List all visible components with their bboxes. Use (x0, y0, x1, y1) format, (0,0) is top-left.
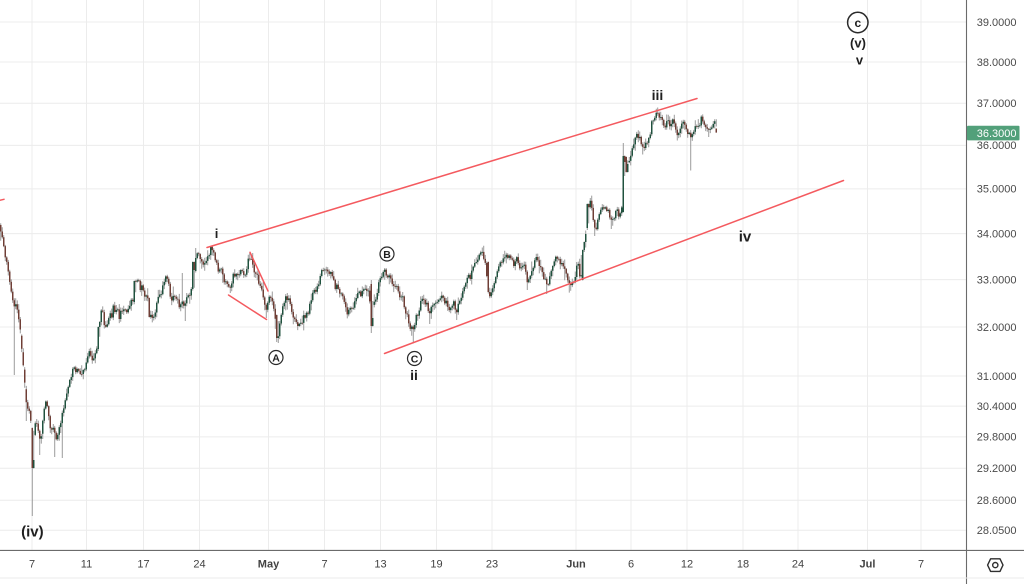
svg-text:23: 23 (486, 559, 498, 571)
svg-text:6: 6 (628, 559, 634, 571)
svg-text:34.0000: 34.0000 (977, 228, 1017, 240)
svg-text:iii: iii (652, 87, 664, 103)
svg-text:36.0000: 36.0000 (977, 140, 1017, 152)
svg-text:B: B (383, 249, 391, 261)
svg-text:17: 17 (137, 559, 149, 571)
svg-text:A: A (272, 353, 280, 365)
svg-text:35.0000: 35.0000 (977, 184, 1017, 196)
svg-text:19: 19 (430, 559, 442, 571)
svg-text:38.0000: 38.0000 (977, 57, 1017, 69)
svg-text:ii: ii (410, 367, 418, 383)
svg-text:31.0000: 31.0000 (977, 371, 1017, 383)
svg-text:33.0000: 33.0000 (977, 274, 1017, 286)
svg-text:32.0000: 32.0000 (977, 322, 1017, 334)
svg-text:7: 7 (29, 559, 35, 571)
svg-text:29.8000: 29.8000 (977, 432, 1017, 444)
svg-text:13: 13 (374, 559, 386, 571)
svg-text:39.0000: 39.0000 (977, 17, 1017, 29)
svg-text:C: C (411, 354, 419, 366)
svg-text:c: c (854, 16, 861, 30)
svg-text:12: 12 (681, 559, 693, 571)
svg-text:11: 11 (81, 559, 92, 571)
svg-text:iv: iv (739, 229, 752, 246)
svg-text:(v): (v) (850, 36, 866, 51)
svg-text:30.4000: 30.4000 (977, 401, 1017, 413)
svg-text:Jun: Jun (566, 559, 586, 571)
svg-text:37.0000: 37.0000 (977, 98, 1017, 110)
svg-text:May: May (258, 559, 280, 571)
svg-text:i: i (215, 226, 219, 241)
svg-text:28.0500: 28.0500 (977, 525, 1017, 537)
svg-text:24: 24 (792, 559, 804, 571)
svg-text:18: 18 (737, 559, 749, 571)
svg-text:29.2000: 29.2000 (977, 463, 1017, 475)
svg-text:v: v (856, 53, 864, 68)
svg-text:36.3000: 36.3000 (977, 128, 1017, 140)
svg-text:(iv): (iv) (21, 524, 44, 541)
svg-text:7: 7 (321, 559, 327, 571)
svg-text:Jul: Jul (860, 559, 876, 571)
svg-text:28.6000: 28.6000 (977, 495, 1017, 507)
svg-text:7: 7 (918, 559, 924, 571)
svg-text:24: 24 (193, 559, 205, 571)
